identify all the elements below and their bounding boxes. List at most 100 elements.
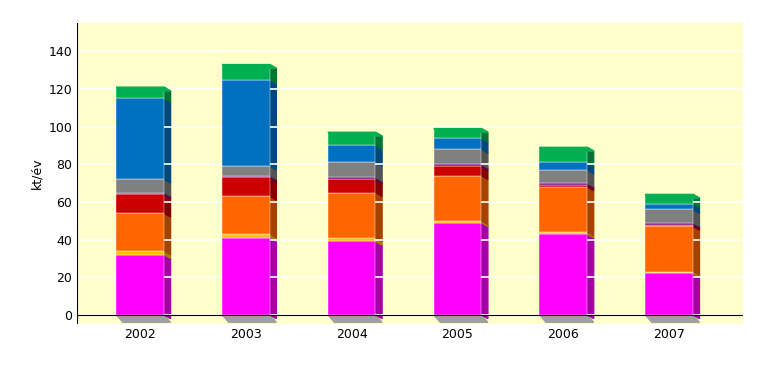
Polygon shape: [587, 185, 594, 191]
Polygon shape: [692, 195, 699, 208]
Polygon shape: [434, 129, 488, 132]
Bar: [434, 129, 481, 138]
Polygon shape: [692, 225, 699, 230]
Polygon shape: [587, 232, 594, 238]
Polygon shape: [587, 183, 594, 189]
Polygon shape: [375, 178, 382, 183]
Bar: [328, 163, 375, 178]
Bar: [222, 238, 270, 315]
Bar: [645, 226, 692, 272]
Bar: [116, 255, 164, 315]
Bar: [328, 238, 375, 242]
Bar: [222, 64, 270, 80]
Polygon shape: [116, 315, 171, 322]
Bar: [645, 195, 692, 204]
Bar: [116, 213, 164, 251]
Bar: [434, 138, 481, 149]
Bar: [539, 163, 587, 170]
Bar: [645, 272, 692, 273]
Polygon shape: [645, 315, 699, 322]
Bar: [116, 87, 164, 98]
Polygon shape: [270, 196, 277, 238]
Polygon shape: [692, 210, 699, 226]
Polygon shape: [645, 195, 699, 198]
Polygon shape: [270, 178, 277, 200]
Bar: [645, 223, 692, 225]
Polygon shape: [375, 242, 382, 318]
Polygon shape: [270, 80, 277, 170]
Bar: [222, 166, 270, 176]
Bar: [222, 234, 270, 238]
Bar: [539, 232, 587, 234]
Polygon shape: [481, 138, 488, 153]
Polygon shape: [375, 193, 382, 242]
Polygon shape: [375, 179, 382, 196]
Y-axis label: kt/év: kt/év: [30, 158, 43, 190]
Bar: [116, 98, 164, 179]
Bar: [434, 223, 481, 315]
Bar: [328, 146, 375, 163]
Polygon shape: [270, 176, 277, 181]
Polygon shape: [375, 163, 382, 181]
Polygon shape: [539, 315, 594, 322]
Bar: [434, 149, 481, 164]
Bar: [222, 176, 270, 178]
Polygon shape: [434, 315, 488, 322]
Polygon shape: [481, 166, 488, 179]
Polygon shape: [481, 221, 488, 226]
Polygon shape: [692, 272, 699, 277]
Polygon shape: [481, 129, 488, 142]
Polygon shape: [164, 195, 171, 217]
Polygon shape: [587, 147, 594, 166]
Bar: [434, 166, 481, 176]
Bar: [328, 193, 375, 238]
Polygon shape: [270, 166, 277, 179]
Polygon shape: [587, 234, 594, 318]
Polygon shape: [481, 149, 488, 168]
Polygon shape: [164, 255, 171, 318]
Bar: [539, 183, 587, 185]
Bar: [645, 273, 692, 315]
Bar: [328, 178, 375, 179]
Bar: [328, 132, 375, 146]
Bar: [645, 204, 692, 210]
Bar: [539, 147, 587, 163]
Polygon shape: [481, 223, 488, 318]
Polygon shape: [270, 234, 277, 242]
Bar: [539, 187, 587, 232]
Polygon shape: [587, 170, 594, 187]
Bar: [328, 242, 375, 315]
Bar: [116, 193, 164, 195]
Polygon shape: [164, 87, 171, 102]
Polygon shape: [481, 176, 488, 225]
Bar: [434, 176, 481, 221]
Polygon shape: [222, 315, 277, 322]
Bar: [539, 234, 587, 315]
Polygon shape: [375, 238, 382, 245]
Bar: [222, 80, 270, 166]
Polygon shape: [116, 87, 171, 91]
Polygon shape: [375, 146, 382, 166]
Polygon shape: [587, 163, 594, 174]
Bar: [645, 210, 692, 223]
Polygon shape: [587, 187, 594, 236]
Polygon shape: [375, 132, 382, 149]
Polygon shape: [481, 164, 488, 170]
Polygon shape: [328, 315, 382, 322]
Bar: [645, 225, 692, 226]
Polygon shape: [328, 132, 382, 136]
Bar: [434, 221, 481, 223]
Bar: [116, 179, 164, 193]
Polygon shape: [164, 193, 171, 198]
Polygon shape: [164, 179, 171, 196]
Polygon shape: [692, 273, 699, 318]
Polygon shape: [222, 64, 277, 68]
Polygon shape: [692, 226, 699, 275]
Bar: [539, 170, 587, 183]
Polygon shape: [539, 147, 594, 151]
Bar: [116, 251, 164, 255]
Bar: [539, 185, 587, 187]
Polygon shape: [692, 204, 699, 213]
Polygon shape: [164, 98, 171, 183]
Bar: [222, 196, 270, 234]
